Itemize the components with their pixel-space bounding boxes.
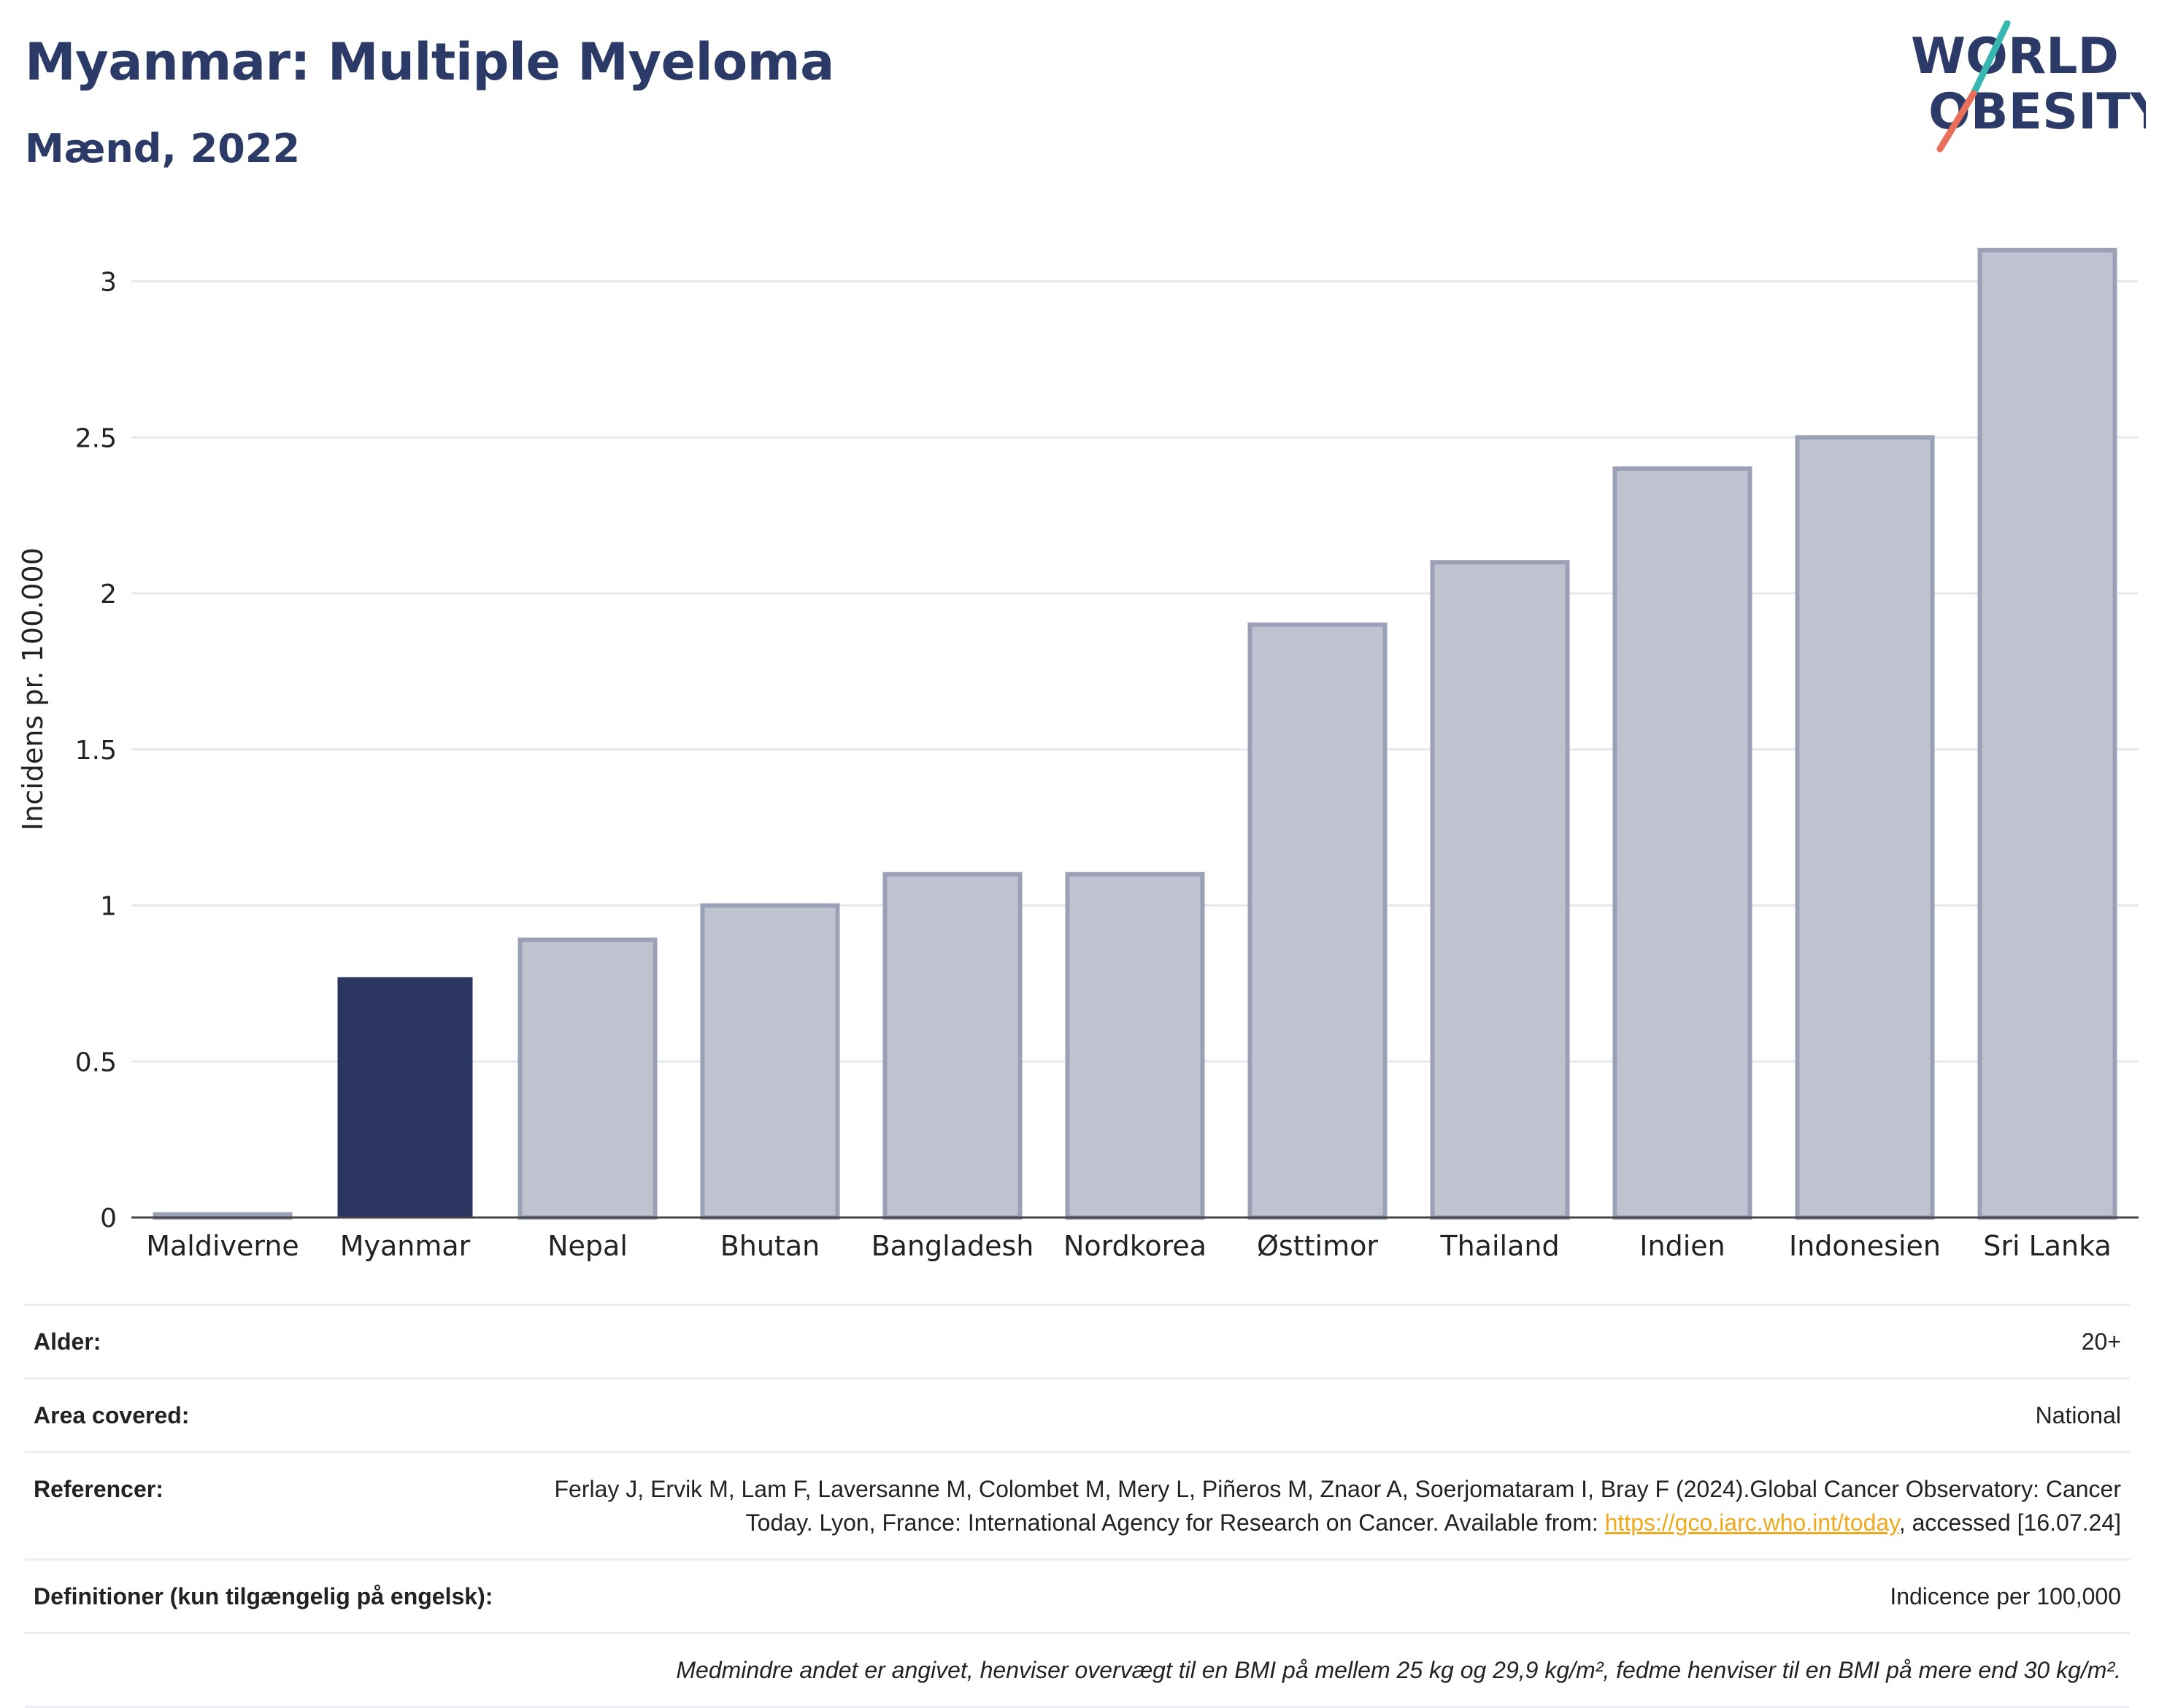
x-tick-label: Thailand	[1439, 1230, 1559, 1262]
bar-indien	[1612, 466, 1752, 1220]
x-tick-label: Østtimor	[1257, 1230, 1378, 1262]
bar-bangladesh	[882, 872, 1023, 1220]
x-tick-label: Indien	[1639, 1230, 1725, 1262]
x-tick-label: Bangladesh	[871, 1230, 1034, 1262]
logo-slash-bottom	[1936, 90, 1977, 153]
x-tick-label: Sri Lanka	[1983, 1230, 2112, 1262]
area-value: National	[2035, 1402, 2121, 1428]
x-tick-label: Nepal	[547, 1230, 628, 1262]
info-row-age: Alder: 20+	[25, 1304, 2130, 1377]
y-tick-label: 1	[100, 892, 117, 922]
references-accessed: , accessed [16.07.24]	[1898, 1509, 2121, 1536]
bar-indonesien	[1795, 435, 1935, 1220]
y-tick-label: 0.5	[75, 1047, 117, 1077]
y-tick-label: 1.5	[75, 736, 117, 766]
y-tick-label: 0	[100, 1204, 117, 1234]
y-tick-label: 2	[100, 580, 117, 609]
references-value: Ferlay J, Ervik M, Lam F, Laversanne M, …	[530, 1472, 2121, 1539]
age-label: Alder:	[34, 1328, 101, 1355]
info-table: Alder: 20+ Area covered: National Refere…	[25, 1304, 2130, 1708]
bar-myanmar	[337, 977, 473, 1217]
x-tick-label: Indonesien	[1789, 1230, 1941, 1262]
bar-nepal	[517, 937, 658, 1220]
world-obesity-logo: WORLD OBESITY	[1911, 20, 2146, 153]
info-row-references: Referencer: Ferlay J, Ervik M, Lam F, La…	[25, 1451, 2130, 1558]
bars	[153, 247, 2117, 1220]
bar-sri-lanka	[1977, 247, 2117, 1220]
age-value: 20+	[2081, 1328, 2121, 1355]
bmi-note: Medmindre andet er angivet, henviser ove…	[676, 1657, 2121, 1683]
chart-subtitle: Mænd, 2022	[25, 126, 301, 172]
x-tick-label: Maldiverne	[146, 1230, 299, 1262]
x-tick-label: Myanmar	[340, 1230, 471, 1262]
x-tick-label: Nordkorea	[1063, 1230, 1206, 1262]
references-link[interactable]: https://gco.iarc.who.int/today	[1604, 1509, 1899, 1536]
x-tick-label: Bhutan	[720, 1230, 820, 1262]
chart-title: Myanmar: Multiple Myeloma	[25, 32, 834, 92]
definitions-value: Indicence per 100,000	[1890, 1583, 2121, 1609]
bar-chart: 0 0.5 1 1.5 2 2.5 3 Maldiverne Myanmar Nepal Bhuta…	[17, 247, 2139, 1262]
references-label: Referencer:	[34, 1476, 163, 1502]
bar-nordkorea	[1065, 872, 1205, 1220]
logo-slash-top	[1970, 20, 2011, 97]
references-text: Ferlay J, Ervik M, Lam F, Laversanne M, …	[554, 1476, 2121, 1536]
bar-bhutan	[700, 903, 840, 1220]
y-axis-label: Incidens pr. 100.000	[17, 547, 49, 831]
info-row-note: Medmindre andet er angivet, henviser ove…	[25, 1632, 2130, 1708]
y-tick-label: 2.5	[75, 423, 117, 453]
info-row-definitions: Definitioner (kun tilgængelig på engelsk…	[25, 1558, 2130, 1632]
bar-østtimor	[1247, 622, 1388, 1220]
y-tick-label: 3	[100, 268, 117, 298]
bar-thailand	[1430, 560, 1570, 1220]
area-label: Area covered:	[34, 1402, 190, 1428]
logo-word-world: WORLD	[1911, 28, 2119, 85]
info-row-area: Area covered: National	[25, 1377, 2130, 1451]
axes: 0 0.5 1 1.5 2 2.5 3 Maldiverne Myanmar Nepal Bhuta…	[75, 268, 2139, 1262]
definitions-label: Definitioner (kun tilgængelig på engelsk…	[34, 1583, 493, 1609]
